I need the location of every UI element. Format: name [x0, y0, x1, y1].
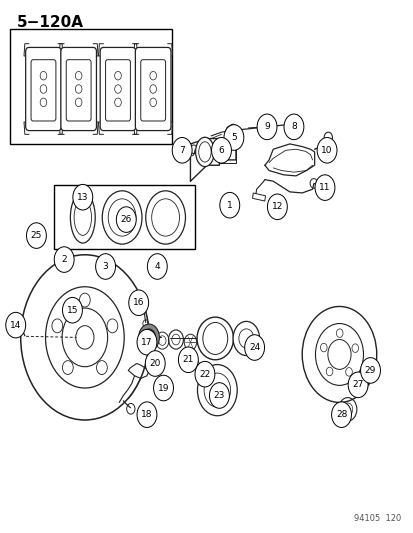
Ellipse shape — [102, 191, 142, 244]
Ellipse shape — [70, 192, 95, 243]
Text: 18: 18 — [141, 410, 152, 419]
Circle shape — [40, 71, 47, 80]
Circle shape — [26, 223, 46, 248]
Text: 15: 15 — [66, 306, 78, 314]
Circle shape — [114, 98, 121, 107]
Circle shape — [256, 114, 276, 140]
FancyBboxPatch shape — [100, 47, 135, 131]
Text: 3: 3 — [102, 262, 108, 271]
Circle shape — [75, 71, 82, 80]
Text: 28: 28 — [335, 410, 347, 419]
Text: 94105  120: 94105 120 — [354, 514, 401, 523]
Text: 4: 4 — [154, 262, 160, 271]
Circle shape — [233, 321, 259, 356]
Circle shape — [62, 297, 82, 323]
Text: 9: 9 — [263, 123, 269, 131]
Ellipse shape — [151, 199, 179, 236]
Text: 2: 2 — [61, 255, 67, 264]
Circle shape — [153, 375, 173, 401]
FancyBboxPatch shape — [26, 47, 61, 131]
Text: 20: 20 — [149, 359, 161, 368]
Circle shape — [73, 184, 93, 210]
Circle shape — [95, 254, 115, 279]
Circle shape — [75, 85, 82, 93]
Circle shape — [195, 361, 214, 387]
Text: 5: 5 — [230, 133, 236, 142]
Circle shape — [238, 329, 253, 348]
Text: 29: 29 — [364, 366, 375, 375]
Text: 21: 21 — [182, 356, 194, 364]
Circle shape — [347, 372, 367, 398]
Circle shape — [172, 138, 192, 163]
Circle shape — [314, 175, 334, 200]
Text: 1: 1 — [226, 201, 232, 209]
Text: 17: 17 — [141, 338, 152, 346]
FancyBboxPatch shape — [105, 60, 130, 121]
Circle shape — [150, 71, 156, 80]
Circle shape — [138, 324, 159, 351]
Circle shape — [114, 71, 121, 80]
FancyBboxPatch shape — [66, 60, 91, 121]
Circle shape — [316, 138, 336, 163]
Circle shape — [142, 329, 155, 346]
Circle shape — [211, 138, 231, 163]
Circle shape — [360, 358, 380, 383]
Circle shape — [209, 383, 229, 408]
Circle shape — [283, 114, 303, 140]
Circle shape — [267, 194, 287, 220]
Text: 23: 23 — [213, 391, 225, 400]
Circle shape — [150, 98, 156, 107]
Circle shape — [137, 402, 157, 427]
Circle shape — [331, 402, 351, 427]
Circle shape — [114, 85, 121, 93]
Circle shape — [116, 207, 136, 232]
Circle shape — [40, 85, 47, 93]
Circle shape — [202, 322, 227, 354]
Text: 7: 7 — [179, 146, 185, 155]
Bar — [252, 193, 265, 201]
Circle shape — [147, 254, 167, 279]
Circle shape — [150, 85, 156, 93]
Circle shape — [197, 365, 237, 416]
Text: 10: 10 — [320, 146, 332, 155]
Ellipse shape — [74, 199, 91, 236]
Text: 27: 27 — [351, 381, 363, 389]
Circle shape — [219, 192, 239, 218]
Circle shape — [204, 373, 230, 407]
Circle shape — [54, 247, 74, 272]
FancyBboxPatch shape — [140, 60, 165, 121]
Text: 22: 22 — [199, 370, 210, 378]
Circle shape — [137, 329, 157, 355]
Circle shape — [145, 351, 165, 376]
Circle shape — [75, 98, 82, 107]
Text: 24: 24 — [248, 343, 260, 352]
Circle shape — [244, 335, 264, 360]
Text: 8: 8 — [290, 123, 296, 131]
Text: 5−120A: 5−120A — [17, 15, 83, 30]
FancyBboxPatch shape — [31, 60, 56, 121]
Bar — [10, 29, 171, 144]
Text: 6: 6 — [218, 146, 224, 155]
Bar — [54, 185, 194, 249]
Ellipse shape — [197, 317, 233, 360]
FancyBboxPatch shape — [135, 47, 171, 131]
Text: 16: 16 — [133, 298, 144, 307]
Text: 26: 26 — [120, 215, 132, 224]
Ellipse shape — [145, 191, 185, 244]
Text: 19: 19 — [157, 384, 169, 392]
Circle shape — [178, 347, 198, 373]
Circle shape — [128, 290, 148, 316]
Circle shape — [6, 312, 26, 338]
Ellipse shape — [108, 199, 136, 236]
Circle shape — [40, 98, 47, 107]
FancyBboxPatch shape — [61, 47, 96, 131]
Text: 25: 25 — [31, 231, 42, 240]
Text: 12: 12 — [271, 203, 282, 211]
Ellipse shape — [195, 137, 214, 167]
Text: 11: 11 — [318, 183, 330, 192]
Text: 13: 13 — [77, 193, 88, 201]
Circle shape — [223, 125, 243, 150]
Text: 14: 14 — [10, 321, 21, 329]
Ellipse shape — [198, 142, 211, 162]
